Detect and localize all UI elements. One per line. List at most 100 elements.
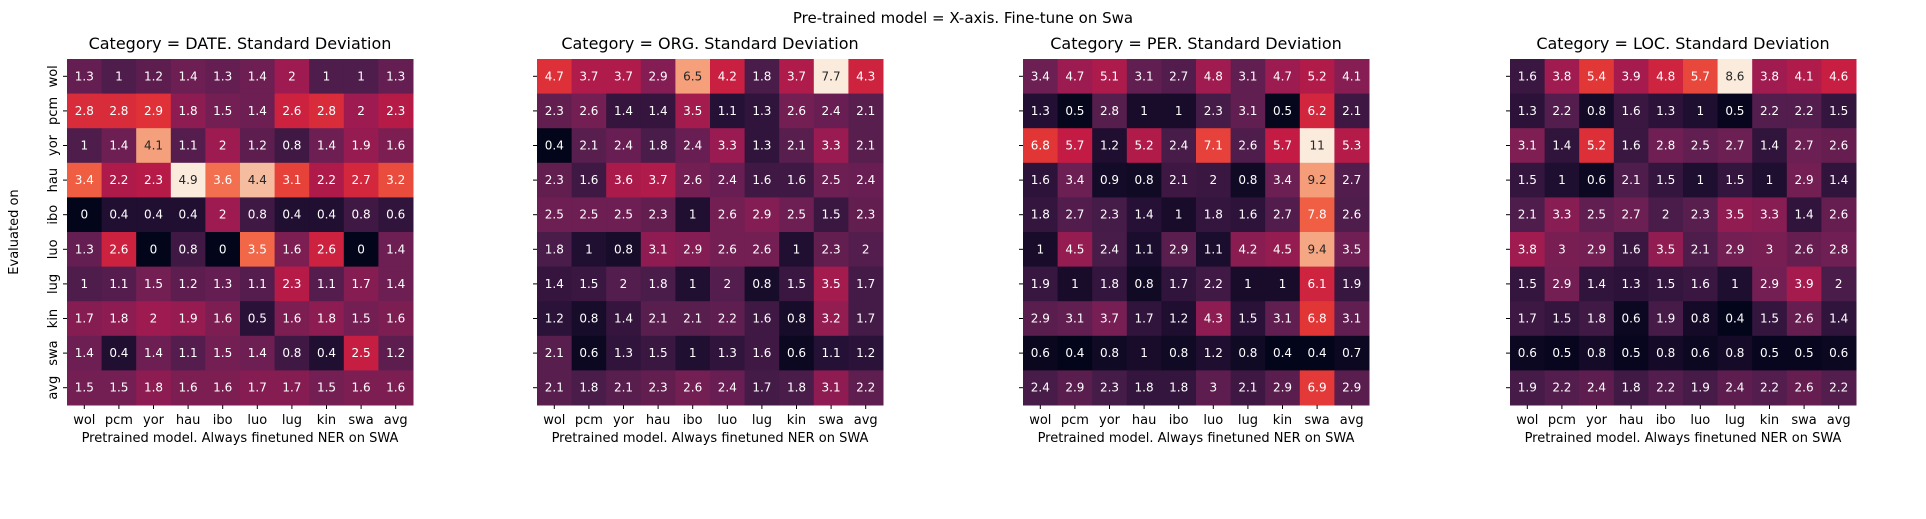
heatmap-cell	[1126, 335, 1162, 371]
heatmap-cell	[136, 59, 172, 95]
cell-value-label: 2.4	[614, 139, 633, 153]
cell-value-label: 0.4	[1725, 312, 1744, 326]
cell-value-label: 3.7	[1100, 312, 1119, 326]
heatmap-cell	[274, 370, 310, 406]
cell-value-label: 0.8	[282, 139, 301, 153]
heatmap-cell	[848, 266, 884, 302]
heatmap-cell	[1683, 370, 1719, 406]
cell-value-label: 0.8	[1691, 312, 1710, 326]
heatmap-cell	[1717, 59, 1753, 95]
cell-value-label: 2.6	[1795, 381, 1814, 395]
cell-value-label: 1.4	[248, 69, 267, 83]
cell-value-label: 1.2	[545, 312, 564, 326]
cell-value-label: 1.5	[822, 208, 841, 222]
heatmap-cell	[1299, 128, 1335, 164]
heatmap-cell	[1161, 266, 1197, 302]
heatmap-cell	[1510, 162, 1546, 198]
cell-value-label: 2.4	[718, 173, 737, 187]
x-tick-label: pcm	[1548, 413, 1576, 428]
heatmap-cell	[1230, 370, 1266, 406]
cell-value-label: 0.7	[1342, 346, 1361, 360]
cell-value-label: 2.3	[649, 208, 668, 222]
x-tick-label: swa	[1304, 413, 1329, 428]
heatmap-cell	[1683, 59, 1719, 95]
heatmap-cell	[1057, 197, 1093, 233]
heatmap-cell	[848, 197, 884, 233]
cell-value-label: 1.4	[179, 69, 198, 83]
heatmap-cell	[1265, 266, 1301, 302]
heatmap-cell	[606, 335, 642, 371]
cell-value-label: 2.2	[1552, 104, 1571, 118]
heatmap-cell	[1334, 162, 1370, 198]
cell-value-label: 2.9	[144, 104, 163, 118]
cell-value-label: 1	[1140, 346, 1148, 360]
cell-value-label: 2.6	[787, 104, 806, 118]
heatmap-cell	[1683, 335, 1719, 371]
heatmap-cell	[1126, 128, 1162, 164]
heatmap-cell	[779, 301, 815, 337]
cell-value-label: 1.5	[144, 277, 163, 291]
heatmap-cell	[1510, 59, 1546, 95]
heatmap-cell	[205, 59, 241, 95]
cell-value-label: 0.4	[1308, 346, 1327, 360]
cell-value-label: 2.3	[1100, 381, 1119, 395]
heatmap-cell	[378, 162, 414, 198]
heatmap-cell	[240, 197, 276, 233]
heatmap-cell	[744, 197, 780, 233]
heatmap-cell	[1092, 335, 1128, 371]
cell-value-label: 4.3	[1204, 312, 1223, 326]
cell-value-label: 1.5	[109, 381, 128, 395]
heatmap-cell	[1510, 232, 1546, 268]
cell-value-label: 2.9	[1725, 242, 1744, 256]
heatmap-cell	[1683, 301, 1719, 337]
heatmap-cell	[67, 128, 103, 164]
x-tick-label: kin	[787, 413, 806, 428]
cell-value-label: 2.1	[856, 104, 875, 118]
heatmap-cell	[710, 335, 746, 371]
x-tick-label: kin	[1760, 413, 1779, 428]
cell-value-label: 3.1	[1238, 69, 1257, 83]
cell-value-label: 1.6	[1238, 208, 1257, 222]
cell-value-label: 1	[115, 69, 123, 83]
heatmap-cell	[67, 335, 103, 371]
cell-value-label: 2.6	[718, 208, 737, 222]
cell-value-label: 1.5	[1760, 312, 1779, 326]
y-axis-label: Evaluated on	[7, 189, 22, 274]
cell-value-label: 2.5	[1691, 139, 1710, 153]
cell-value-label: 2.6	[1795, 312, 1814, 326]
cell-value-label: 1	[793, 242, 801, 256]
heatmap-cell	[1334, 301, 1370, 337]
heatmap-cell	[1544, 59, 1580, 95]
cell-value-label: 2	[219, 139, 227, 153]
cell-value-label: 1	[1175, 208, 1183, 222]
cell-value-label: 2.1	[545, 381, 564, 395]
heatmap-cell	[1613, 93, 1649, 129]
heatmap-cell	[606, 197, 642, 233]
heatmap-cell	[675, 93, 711, 129]
cell-value-label: 4.4	[248, 173, 267, 187]
heatmap-cell	[1299, 59, 1335, 95]
cell-value-label: 3.5	[1342, 242, 1361, 256]
heatmap-cell	[1265, 335, 1301, 371]
cell-value-label: 2.4	[1725, 381, 1744, 395]
heatmap-cell	[1717, 197, 1753, 233]
heatmap-cell	[274, 162, 310, 198]
cell-value-label: 2.6	[683, 173, 702, 187]
cell-value-label: 1.4	[614, 104, 633, 118]
cell-value-label: 0.5	[1760, 346, 1779, 360]
heatmap-cell	[1334, 232, 1370, 268]
heatmap-cell	[710, 197, 746, 233]
heatmap-cell	[1230, 335, 1266, 371]
cell-value-label: 1.5	[75, 381, 94, 395]
heatmap-cell	[606, 370, 642, 406]
heatmap-cell	[309, 59, 345, 95]
heatmap-cell	[710, 301, 746, 337]
cell-value-label: 1.5	[579, 277, 598, 291]
cell-value-label: 1.1	[1204, 242, 1223, 256]
heatmap-cell	[640, 335, 676, 371]
heatmap-cell	[1544, 335, 1580, 371]
cell-value-label: 2.6	[1829, 208, 1848, 222]
heatmap-cell	[1648, 128, 1684, 164]
cell-value-label: 2.3	[856, 208, 875, 222]
cell-value-label: 1.1	[822, 346, 841, 360]
